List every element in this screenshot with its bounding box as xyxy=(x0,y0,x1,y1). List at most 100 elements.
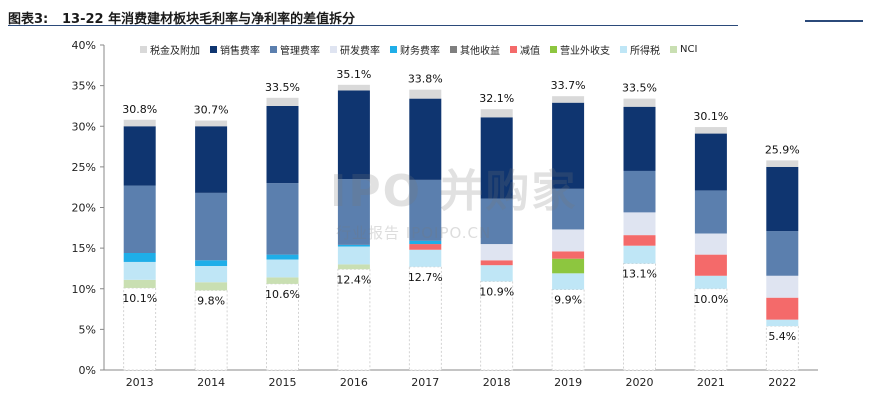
top-total-label: 33.5% xyxy=(265,81,300,94)
x-tick-label: 2020 xyxy=(626,376,654,389)
net-margin-label: 12.4% xyxy=(336,273,371,286)
bar-segment-0-NCI xyxy=(123,279,156,288)
bar-segment-2-财务费率 xyxy=(266,254,299,260)
net-margin-label: 9.8% xyxy=(197,294,225,307)
bar-segment-0-财务费率 xyxy=(123,253,156,262)
bar-segment-6-减值 xyxy=(552,251,585,259)
bar-segment-7-管理费率 xyxy=(623,170,656,213)
legend-swatch xyxy=(450,46,457,53)
bar-segment-0-销售费率 xyxy=(123,126,156,186)
top-total-label: 30.8% xyxy=(122,103,157,116)
bar-segment-9-销售费率 xyxy=(766,166,799,232)
x-tick-label: 2017 xyxy=(411,376,439,389)
bar-segment-1-销售费率 xyxy=(195,126,228,193)
bar-segment-4-管理费率 xyxy=(409,179,442,241)
x-tick-label: 2022 xyxy=(768,376,796,389)
top-total-label: 32.1% xyxy=(479,92,514,105)
legend-label: 营业外收支 xyxy=(560,46,610,57)
bar-segment-2-所得税 xyxy=(266,259,299,278)
bar-segment-net-margin xyxy=(266,283,299,371)
bar-segment-6-研发费率 xyxy=(552,229,585,252)
x-tick-label: 2013 xyxy=(126,376,154,389)
bar-segment-8-税金及附加 xyxy=(694,127,727,134)
legend-label: NCI xyxy=(680,44,698,55)
bar-segment-1-NCI xyxy=(195,282,228,291)
figure-header: 图表3: 13-22 年消费建材板块毛利率与净利率的差值拆分 xyxy=(0,0,870,30)
bar-segment-3-管理费率 xyxy=(337,179,370,245)
legend-swatch xyxy=(140,46,147,53)
legend-item: 其他收益 xyxy=(450,42,500,57)
legend-item: 销售费率 xyxy=(210,42,260,57)
net-margin-label: 12.7% xyxy=(408,271,443,284)
bar-segment-3-所得税 xyxy=(337,246,370,265)
bar-segment-net-margin xyxy=(694,288,728,371)
bar-segment-1-所得税 xyxy=(195,266,228,283)
bar-segment-0-所得税 xyxy=(123,261,156,280)
legend-label: 其他收益 xyxy=(460,46,500,57)
legend-item: 财务费率 xyxy=(390,42,440,57)
legend-label: 税金及附加 xyxy=(150,46,200,57)
x-tick-label: 2018 xyxy=(483,376,511,389)
y-tick-label: 0% xyxy=(79,364,96,377)
legend-item: NCI xyxy=(670,42,697,57)
bar-segment-8-研发费率 xyxy=(694,233,727,255)
legend-swatch xyxy=(550,46,557,53)
y-tick-label: 25% xyxy=(72,161,96,174)
bar-segment-5-减值 xyxy=(480,260,513,266)
bar-segment-8-减值 xyxy=(694,254,727,276)
header-rule-right xyxy=(805,20,863,22)
watermark: IPO 并购家 xyxy=(330,166,578,217)
legend-item: 管理费率 xyxy=(270,42,320,57)
bar-segment-2-NCI xyxy=(266,277,299,284)
legend-swatch xyxy=(510,46,517,53)
bar-segment-5-销售费率 xyxy=(480,117,513,199)
top-total-label: 25.9% xyxy=(765,143,800,156)
bar-segment-2-管理费率 xyxy=(266,183,299,255)
top-total-label: 33.7% xyxy=(551,79,586,92)
x-tick-label: 2016 xyxy=(340,376,368,389)
legend-item: 减值 xyxy=(510,42,540,57)
bar-segment-5-管理费率 xyxy=(480,198,513,245)
bar-segment-8-销售费率 xyxy=(694,133,727,191)
figure-label: 图表3: xyxy=(8,12,49,27)
bar-segment-7-销售费率 xyxy=(623,106,656,171)
legend-label: 所得税 xyxy=(630,46,660,57)
net-margin-label: 5.4% xyxy=(768,330,796,343)
y-tick-label: 35% xyxy=(72,80,96,93)
legend-item: 研发费率 xyxy=(330,42,380,57)
legend-label: 减值 xyxy=(520,46,540,57)
bar-segment-7-研发费率 xyxy=(623,212,656,236)
bar-segment-3-销售费率 xyxy=(337,90,370,180)
bar-segment-5-税金及附加 xyxy=(480,109,513,118)
legend-item: 税金及附加 xyxy=(140,42,200,57)
legend-swatch xyxy=(620,46,627,53)
y-tick-label: 10% xyxy=(72,283,96,296)
bar-segment-4-财务费率 xyxy=(409,240,442,245)
y-tick-label: 5% xyxy=(79,323,96,336)
bar-segment-1-管理费率 xyxy=(195,192,228,261)
bar-segment-6-管理费率 xyxy=(552,188,585,230)
net-margin-label: 10.1% xyxy=(122,292,157,305)
net-margin-label: 10.0% xyxy=(693,293,728,306)
bar-segment-net-margin xyxy=(551,289,585,371)
top-total-label: 35.1% xyxy=(336,68,371,81)
bar-segment-1-税金及附加 xyxy=(195,120,228,127)
bar-segment-9-税金及附加 xyxy=(766,160,799,167)
legend-item: 营业外收支 xyxy=(550,42,610,57)
legend-label: 财务费率 xyxy=(400,46,440,57)
x-tick-label: 2021 xyxy=(697,376,725,389)
bar-segment-9-所得税 xyxy=(766,319,799,327)
net-margin-label: 13.1% xyxy=(622,268,657,281)
legend-swatch xyxy=(330,46,337,53)
bar-segment-4-减值 xyxy=(409,244,442,250)
x-tick-label: 2015 xyxy=(269,376,297,389)
bar-segment-6-销售费率 xyxy=(552,102,585,189)
legend-swatch xyxy=(670,46,677,53)
legend-label: 管理费率 xyxy=(280,46,320,57)
watermark-sub: 行业报告 IPOIPO.CN xyxy=(336,224,492,242)
bar-segment-3-财务费率 xyxy=(337,244,370,247)
bar-segment-6-所得税 xyxy=(552,273,585,290)
x-tick-label: 2019 xyxy=(554,376,582,389)
legend-label: 销售费率 xyxy=(220,46,260,57)
top-total-label: 30.7% xyxy=(194,104,229,117)
